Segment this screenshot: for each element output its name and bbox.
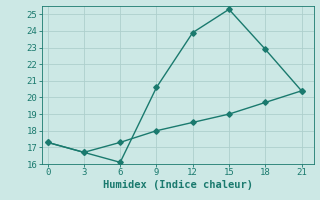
X-axis label: Humidex (Indice chaleur): Humidex (Indice chaleur): [103, 180, 252, 190]
